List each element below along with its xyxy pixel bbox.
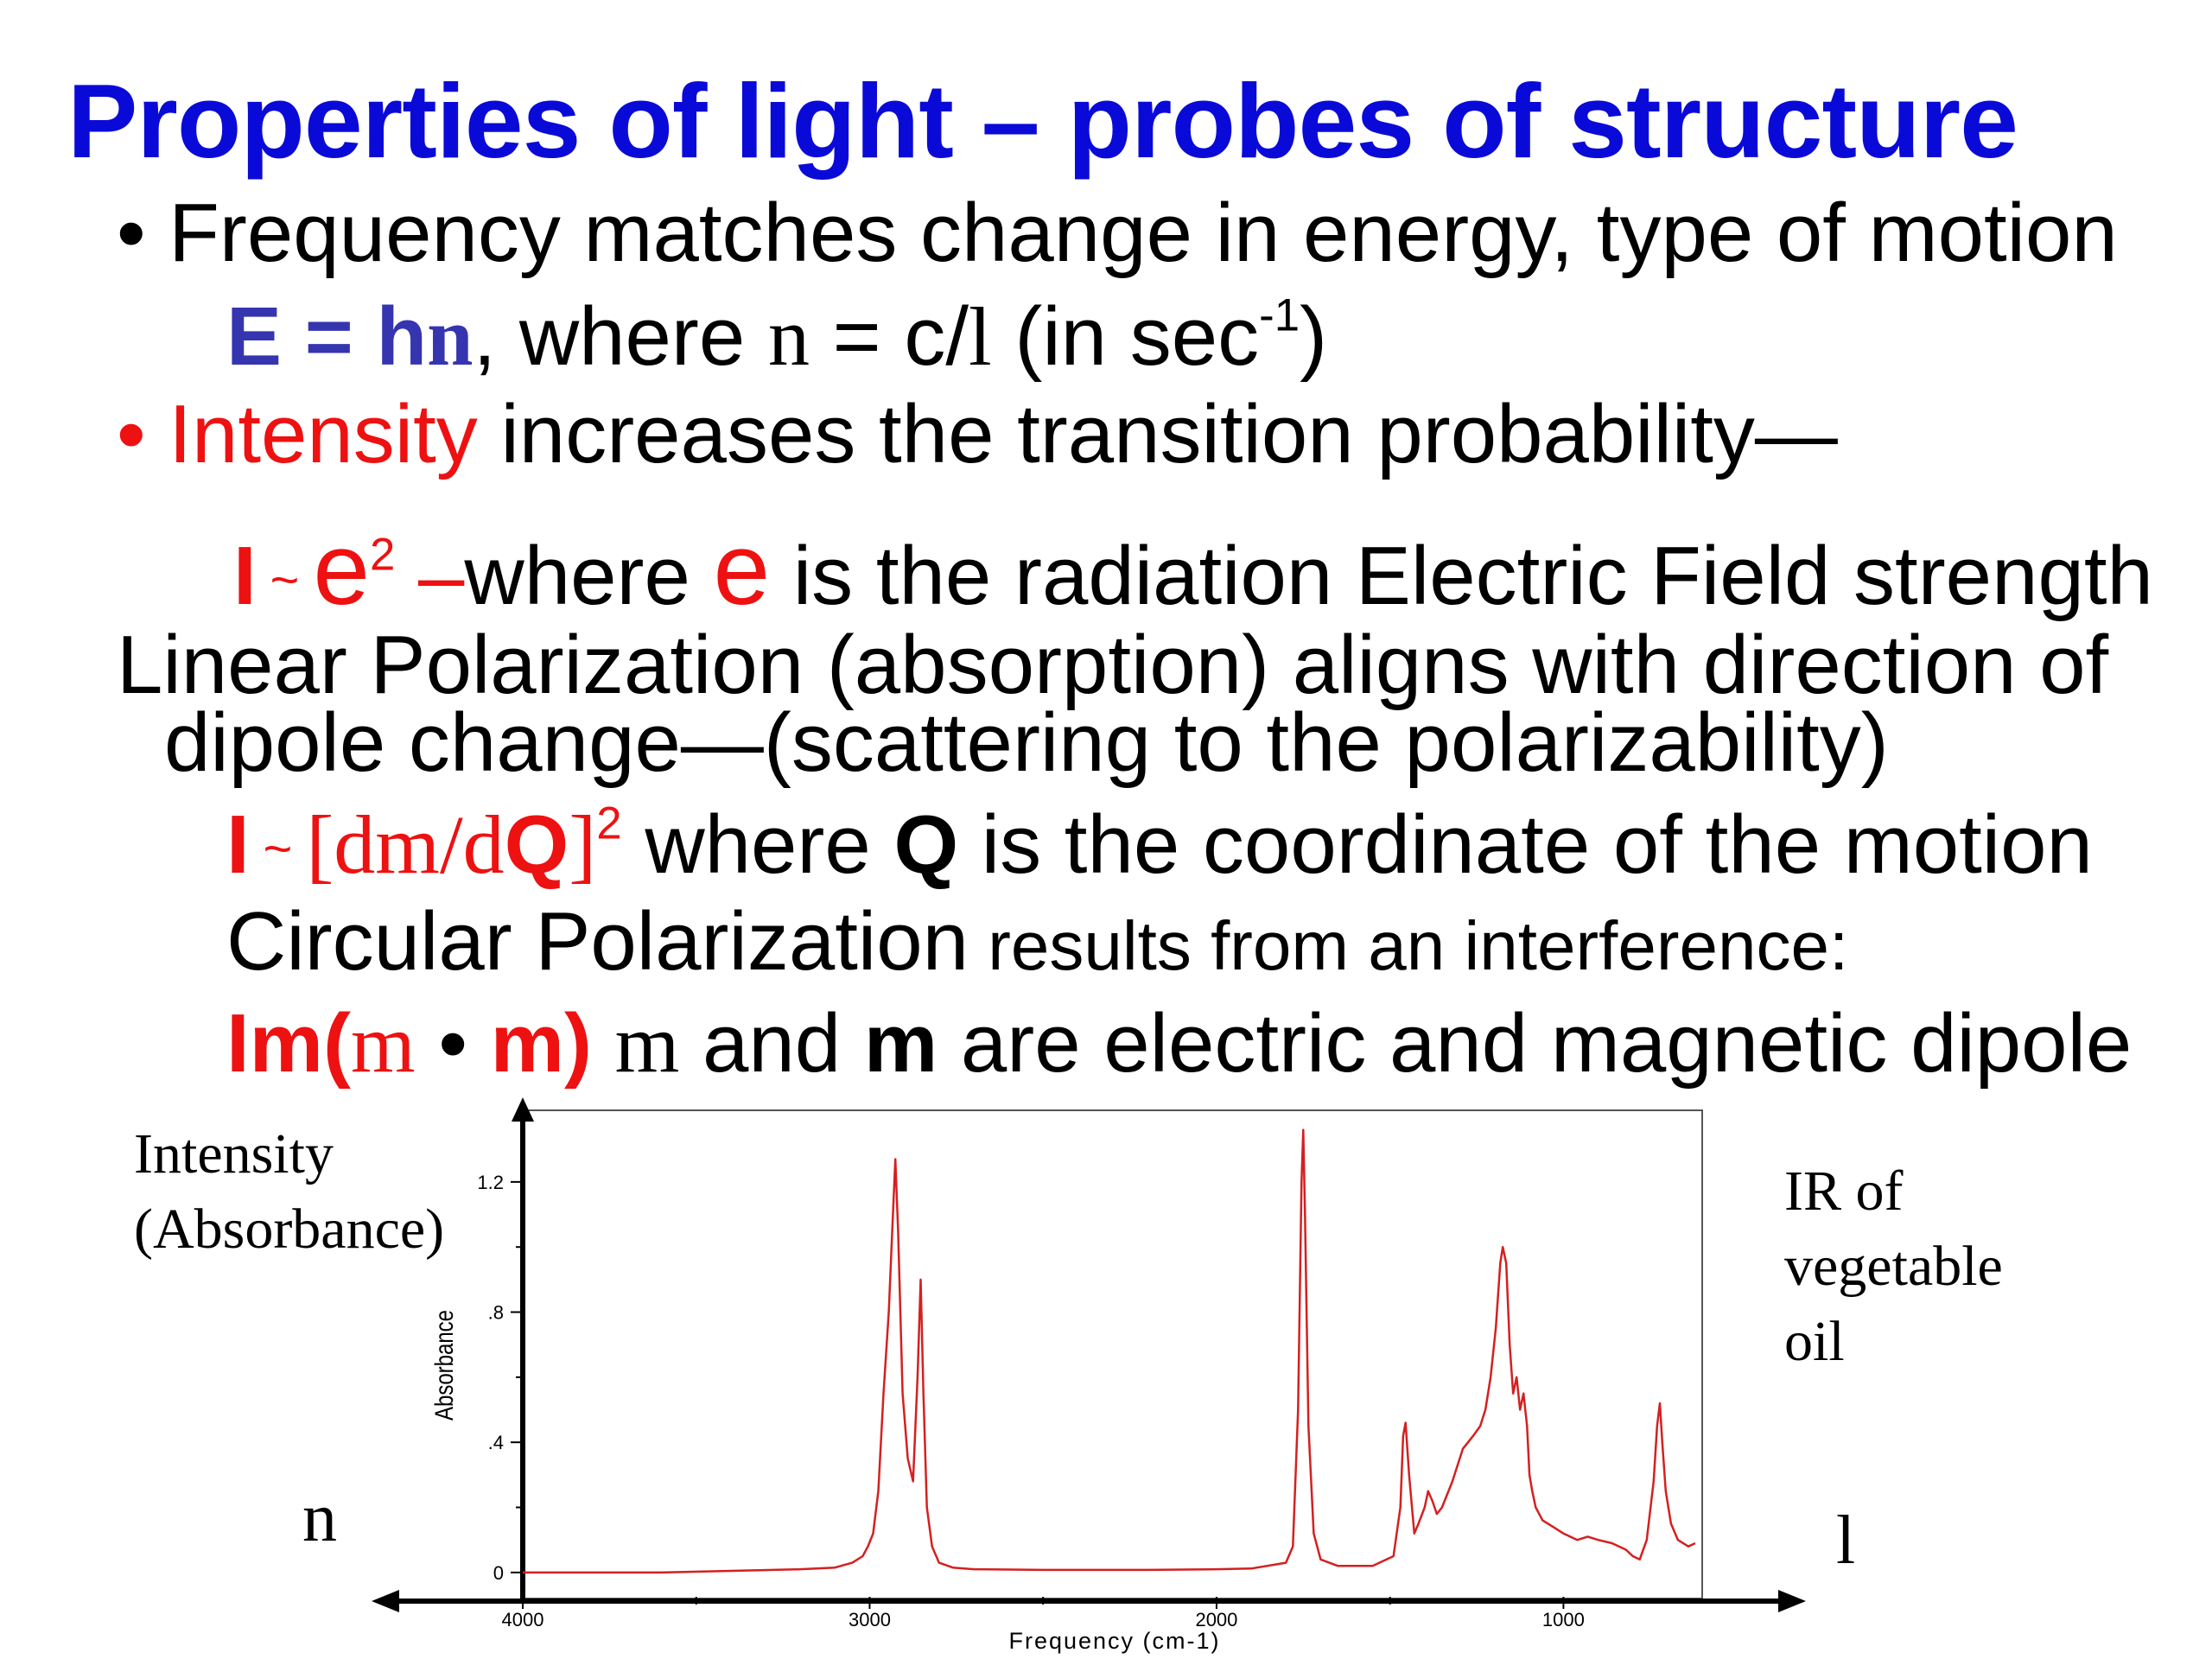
energy-equation: E = hn, where n = c/l (in sec-1) [226, 293, 1327, 378]
frequency-term: Frequency [168, 187, 561, 279]
nu-symbol-2: n [767, 290, 810, 383]
where-text: where [621, 798, 894, 891]
y-axis-title: Absorbance [429, 1310, 458, 1421]
im-text: Im( [226, 997, 351, 1090]
dot-symbol: • [415, 997, 491, 1090]
intensity-word: Intensity [134, 1122, 334, 1185]
plot-frame [522, 1109, 1703, 1599]
proportional-symbol: ~ [249, 821, 307, 877]
eq-c-over: = c/ [809, 290, 969, 383]
intensity-symbol: I [233, 530, 257, 622]
lambda-symbol: l [969, 290, 992, 383]
energy-eq-left: E = h [226, 290, 428, 383]
ir-caption: IR of vegetable oil [1784, 1154, 2003, 1379]
proportional-symbol: ~ [256, 552, 314, 608]
unit-exponent: -1 [1259, 289, 1300, 341]
x-tick-label: 4000 [502, 1609, 544, 1630]
x-axis-title: Frequency (cm-1) [1008, 1628, 1220, 1654]
dipole-equation: I ~ [dm/dQ]2 where Q is the coordinate o… [226, 801, 2093, 887]
q-symbol: Q [504, 798, 569, 891]
intensity-text: increases the transition probability— [477, 388, 1838, 480]
derivative-text: [dm/d [306, 798, 505, 891]
and-text: and [679, 997, 864, 1090]
intensity-label: Intensity (Absorbance) [134, 1116, 444, 1267]
x-tick-label: 2000 [1195, 1609, 1237, 1630]
intensity-symbol: I [226, 798, 250, 891]
x-tick-label: 3000 [849, 1609, 891, 1630]
spectrum-line [523, 1128, 1696, 1574]
bullet-frequency: • Frequency matches change in energy, ty… [117, 192, 2118, 275]
x-tick-label: 1000 [1542, 1609, 1585, 1630]
mu-symbol: m [351, 997, 416, 1090]
bullet-dot: • [117, 187, 146, 279]
absorbance-paren: (Absorbance) [134, 1198, 445, 1262]
linear-polarization-line: Linear Polarization (absorption) aligns … [117, 619, 2109, 711]
field-strength-text: is the radiation Electric Field strength [770, 530, 2153, 622]
intensity-equation: I ~ e2 –where e is the radiation Electri… [233, 518, 2153, 620]
unit-close: ) [1300, 290, 1328, 383]
unit-text: (in sec [991, 290, 1260, 383]
y-tick-label: .4 [488, 1432, 504, 1453]
vegetable-text: vegetable [1784, 1235, 2003, 1299]
x-axis-arrow-right [1778, 1590, 1806, 1612]
nu-axis-symbol: n [302, 1480, 337, 1556]
slide-title: Properties of light – probes of structur… [67, 62, 2018, 180]
frequency-text: matches change in energy, type of motion [560, 187, 2118, 279]
interference-text: results from an interference: [968, 907, 1849, 984]
circular-polarization-line: Circular Polarization results from an in… [226, 900, 1848, 983]
circular-polarization-term: Circular Polarization [226, 895, 969, 988]
y-tick-label: 0 [493, 1562, 504, 1584]
bullet-intensity: • Intensity increases the transition pro… [117, 393, 1838, 476]
bullet-dot-red: • [117, 388, 146, 480]
coordinate-text: is the coordinate of the motion [958, 798, 2093, 891]
nu-symbol: n [427, 290, 474, 383]
ir-of-text: IR of [1784, 1160, 1904, 1223]
dipole-change-line: dipole change—(scattering to the polariz… [164, 696, 1889, 789]
y-axis-arrow [512, 1097, 534, 1122]
where-text: , where [473, 290, 768, 383]
q-bold: Q [893, 798, 959, 891]
epsilon-symbol: e [313, 512, 370, 626]
m-bold-2: m [863, 997, 938, 1090]
bracket-close: ] [569, 798, 597, 891]
where-text: where [464, 530, 714, 622]
lambda-axis-symbol: l [1836, 1503, 1856, 1579]
epsilon-symbol-2: e [713, 512, 771, 626]
epsilon-exponent: 2 [369, 529, 396, 581]
x-axis-arrow-left [372, 1590, 399, 1612]
dipole-text: are electric and magnetic dipole [938, 997, 2133, 1090]
derivative-exponent: 2 [596, 798, 622, 849]
y-tick-label: .8 [488, 1302, 504, 1324]
intensity-term: Intensity [168, 388, 478, 480]
rotational-strength-equation: Im(m • m) m and m are electric and magne… [226, 1002, 2132, 1085]
dash: – [395, 530, 465, 622]
y-tick-label: 1.2 [477, 1172, 504, 1193]
mu-symbol-2: m [614, 997, 680, 1090]
oil-text: oil [1784, 1310, 1845, 1374]
m-bold: m) [490, 997, 592, 1090]
